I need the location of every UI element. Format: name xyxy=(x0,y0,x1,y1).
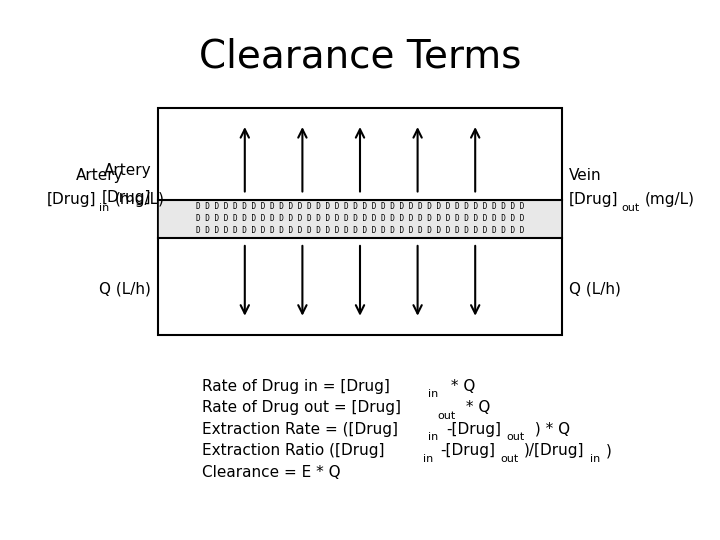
Text: Clearance = E * Q: Clearance = E * Q xyxy=(202,465,341,480)
Text: out: out xyxy=(621,203,639,213)
Text: Q (L/h): Q (L/h) xyxy=(99,281,151,296)
Text: [Drug]: [Drug] xyxy=(47,192,96,207)
Bar xyxy=(158,108,562,335)
Text: * Q: * Q xyxy=(446,379,476,394)
Text: )/[Drug]: )/[Drug] xyxy=(524,443,585,458)
Text: D D D D D D D D D D D D D D D D D D D D D D D D D D D D D D D D D D D D: D D D D D D D D D D D D D D D D D D D D … xyxy=(196,226,524,235)
Text: -[Drug]: -[Drug] xyxy=(441,443,495,458)
Text: Rate of Drug in = [Drug]: Rate of Drug in = [Drug] xyxy=(202,379,390,394)
Text: ): ) xyxy=(606,443,612,458)
Text: -[Drug]: -[Drug] xyxy=(446,422,501,437)
Text: out: out xyxy=(500,454,518,464)
Text: out: out xyxy=(437,411,455,421)
Text: out: out xyxy=(506,433,524,442)
Text: Artery: Artery xyxy=(104,163,151,178)
Text: (mg/L): (mg/L) xyxy=(644,192,694,207)
Text: (mg/L): (mg/L) xyxy=(115,192,165,207)
Text: in: in xyxy=(428,389,438,399)
Text: D D D D D D D D D D D D D D D D D D D D D D D D D D D D D D D D D D D D: D D D D D D D D D D D D D D D D D D D D … xyxy=(196,214,524,223)
Text: * Q: * Q xyxy=(461,400,490,415)
Text: Clearance Terms: Clearance Terms xyxy=(199,38,521,76)
Text: in: in xyxy=(590,454,600,464)
Text: Artery: Artery xyxy=(76,168,123,183)
Text: Q (L/h): Q (L/h) xyxy=(569,281,621,296)
Bar xyxy=(158,200,562,238)
Text: Rate of Drug out = [Drug]: Rate of Drug out = [Drug] xyxy=(202,400,400,415)
Text: in: in xyxy=(428,433,438,442)
Text: in: in xyxy=(423,454,433,464)
Text: [Drug]: [Drug] xyxy=(569,192,618,207)
Text: Extraction Rate = ([Drug]: Extraction Rate = ([Drug] xyxy=(202,422,397,437)
Text: ) * Q: ) * Q xyxy=(530,422,570,437)
Text: Vein: Vein xyxy=(569,168,601,183)
Text: in: in xyxy=(99,203,109,213)
Text: D D D D D D D D D D D D D D D D D D D D D D D D D D D D D D D D D D D D: D D D D D D D D D D D D D D D D D D D D … xyxy=(196,202,524,211)
Text: Extraction Ratio ([Drug]: Extraction Ratio ([Drug] xyxy=(202,443,384,458)
Text: [Drug]: [Drug] xyxy=(102,190,151,205)
